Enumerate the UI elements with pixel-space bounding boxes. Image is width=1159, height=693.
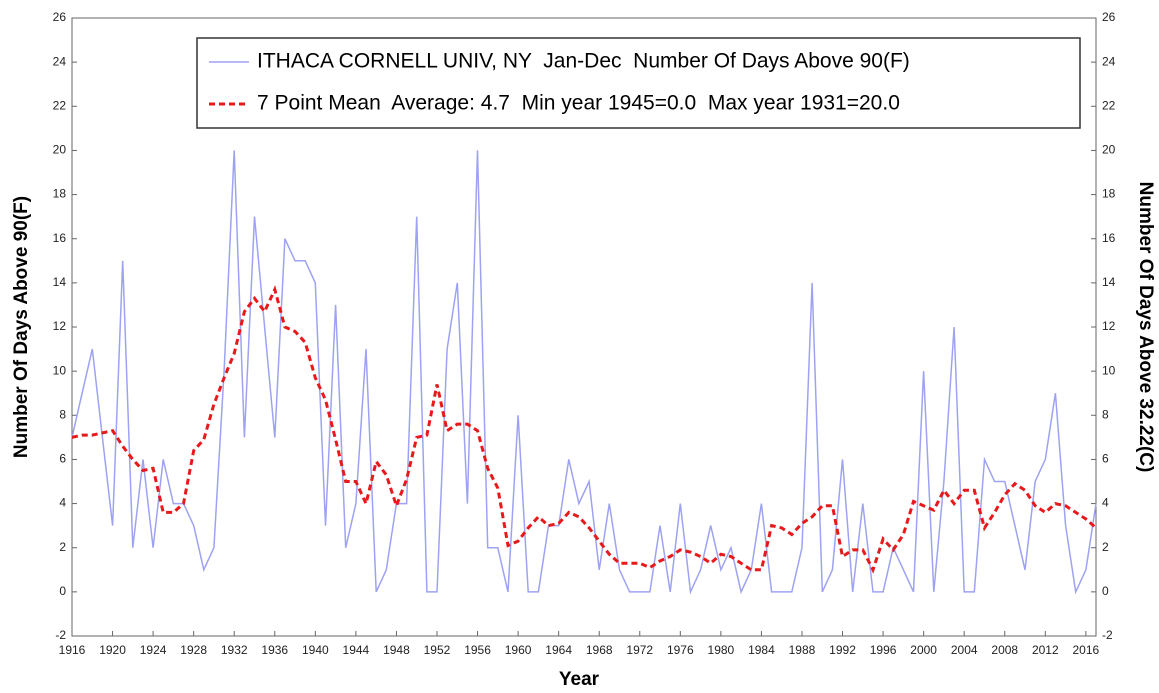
x-tick-label: 1996	[870, 643, 897, 657]
legend-label: 7 Point Mean Average: 4.7 Min year 1945=…	[257, 92, 900, 115]
y-tick-label: 14	[53, 275, 67, 289]
x-tick-label: 1932	[221, 643, 248, 657]
x-tick-label: 2012	[1032, 643, 1059, 657]
y-tick-label: 0	[59, 584, 66, 598]
x-tick-label: 1952	[424, 643, 451, 657]
x-tick-label: 1948	[383, 643, 410, 657]
y-tick-label: 6	[59, 452, 66, 466]
x-tick-label: 2004	[951, 643, 978, 657]
y-tick-label: 20	[53, 143, 67, 157]
y2-tick-label: -2	[1102, 628, 1113, 642]
y2-tick-label: 2	[1102, 540, 1109, 554]
y-axis-label: Number Of Days Above 90(F)	[11, 196, 32, 458]
y2-axis-label: Number Of Days Above 32.22(C)	[1135, 182, 1156, 473]
y2-tick-label: 6	[1102, 452, 1109, 466]
series-line	[71, 150, 1097, 595]
series-line	[71, 285, 1097, 574]
y2-tick-label: 20	[1102, 143, 1116, 157]
y2-tick-label: 8	[1102, 407, 1109, 421]
y2-tick-label: 24	[1102, 54, 1116, 68]
x-tick-label: 1960	[505, 643, 532, 657]
y2-tick-label: 14	[1102, 275, 1116, 289]
x-tick-label: 1980	[708, 643, 735, 657]
y2-tick-label: 0	[1102, 584, 1109, 598]
x-tick-label: 1928	[180, 643, 207, 657]
y-tick-label: 16	[53, 231, 67, 245]
x-tick-label: 1984	[748, 643, 775, 657]
y2-tick-label: 16	[1102, 231, 1116, 245]
x-tick-label: 1916	[59, 643, 86, 657]
legend-label: ITHACA CORNELL UNIV, NY Jan-Dec Number O…	[257, 50, 910, 73]
x-tick-label: 1976	[667, 643, 694, 657]
x-tick-label: 1988	[789, 643, 816, 657]
x-tick-label: 1992	[829, 643, 856, 657]
x-axis-label: Year	[559, 669, 600, 690]
y2-tick-label: 18	[1102, 187, 1116, 201]
x-tick-label: 1956	[464, 643, 491, 657]
legend-box	[196, 37, 1081, 129]
x-tick-label: 1968	[586, 643, 613, 657]
y-tick-label: 12	[53, 319, 67, 333]
y-tick-label: 24	[53, 54, 67, 68]
x-tick-label: 2000	[910, 643, 937, 657]
x-tick-label: 1924	[140, 643, 167, 657]
y-tick-label: 4	[59, 496, 66, 510]
x-tick-label: 1972	[626, 643, 653, 657]
y-tick-label: 8	[59, 407, 66, 421]
x-tick-label: 2016	[1073, 643, 1100, 657]
y-tick-label: 22	[53, 98, 67, 112]
y-tick-label: 10	[53, 363, 67, 377]
y2-tick-label: 22	[1102, 98, 1116, 112]
y-tick-label: 26	[53, 10, 67, 24]
x-tick-label: 1964	[545, 643, 572, 657]
x-tick-label: 2008	[991, 643, 1018, 657]
y2-tick-label: 10	[1102, 363, 1116, 377]
y2-tick-label: 26	[1102, 10, 1116, 24]
x-tick-label: 1936	[261, 643, 288, 657]
x-tick-label: 1944	[343, 643, 370, 657]
y-tick-label: 18	[53, 187, 67, 201]
x-tick-label: 1920	[99, 643, 126, 657]
y-tick-label: -2	[55, 628, 66, 642]
y2-tick-label: 4	[1102, 496, 1109, 510]
y-tick-label: 2	[59, 540, 66, 554]
x-tick-label: 1940	[302, 643, 329, 657]
y2-tick-label: 12	[1102, 319, 1116, 333]
